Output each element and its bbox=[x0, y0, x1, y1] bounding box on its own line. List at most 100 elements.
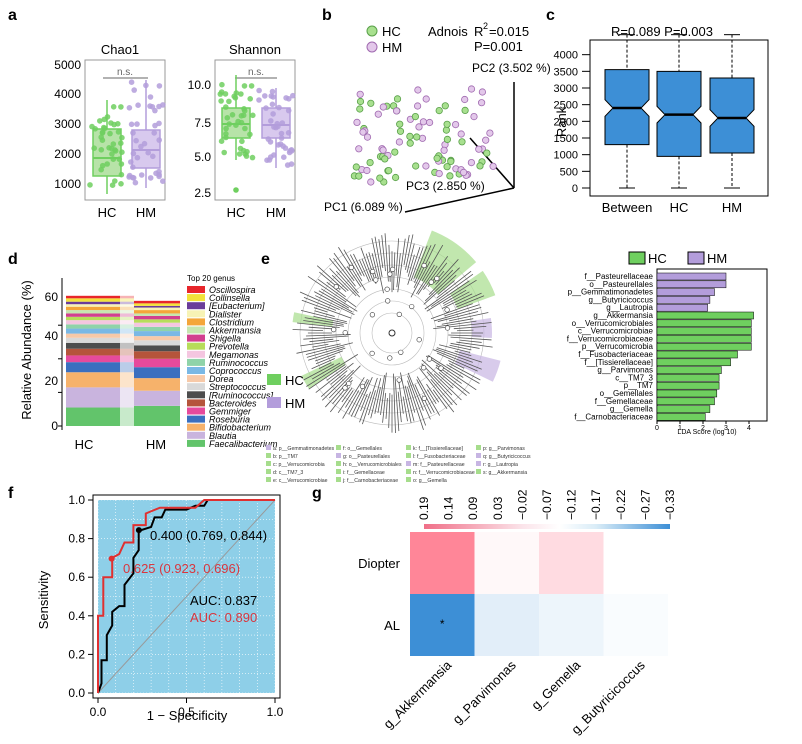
sample-point bbox=[149, 104, 156, 110]
pcoa-point bbox=[422, 162, 430, 170]
lda-legend-hc-swatch bbox=[628, 251, 646, 265]
sample-point bbox=[276, 104, 282, 111]
pcoa-point bbox=[451, 121, 460, 129]
clado-branch bbox=[433, 373, 462, 401]
sample-point bbox=[134, 121, 140, 127]
rank-ytick-label: 3000 bbox=[554, 83, 578, 95]
pcoa-point bbox=[413, 102, 422, 110]
sample-point bbox=[229, 112, 236, 118]
clado-branch bbox=[303, 320, 345, 327]
clado-node bbox=[444, 325, 451, 331]
clado-branch bbox=[448, 360, 465, 369]
sample-point bbox=[285, 130, 292, 136]
abundance-segment bbox=[120, 337, 134, 343]
genus-label: Gemmiger bbox=[209, 407, 252, 417]
abundance-segment bbox=[134, 405, 180, 426]
sample-point bbox=[223, 104, 229, 110]
abundance-segment bbox=[134, 351, 180, 359]
clado-branch bbox=[368, 252, 378, 281]
sample-point bbox=[233, 90, 240, 96]
abundance-ytick: 0 bbox=[51, 419, 58, 433]
chao1-ns: n.s. bbox=[117, 67, 133, 78]
clado-node bbox=[421, 365, 427, 371]
chao1-boxplots bbox=[87, 79, 166, 194]
clado-branch bbox=[425, 355, 477, 391]
clado-branch bbox=[441, 318, 474, 325]
cladogram-legend-hc: HC bbox=[285, 373, 304, 388]
clado-node bbox=[421, 395, 427, 402]
clado-branch bbox=[424, 267, 460, 302]
lda-bar bbox=[656, 405, 711, 413]
panel-label-d: d bbox=[8, 251, 18, 268]
genus-swatch bbox=[187, 391, 205, 399]
sample-point bbox=[263, 105, 269, 111]
clado-branch bbox=[407, 246, 421, 285]
chao1-ytick: 4000 bbox=[54, 87, 81, 101]
clado-branch bbox=[362, 377, 378, 425]
abundance-segment bbox=[66, 306, 120, 311]
shannon-xlabel-hc: HC bbox=[227, 205, 246, 220]
clado-branch bbox=[426, 371, 458, 406]
clado-branch bbox=[439, 344, 471, 353]
clado-branch bbox=[312, 362, 341, 380]
clado-node bbox=[333, 284, 339, 290]
clado-branch bbox=[337, 390, 354, 414]
sample-point bbox=[156, 103, 162, 110]
genus-swatch bbox=[187, 302, 205, 310]
clado-branch bbox=[413, 245, 428, 280]
clado-key-item: n: f__Verrucomicrobiaceae bbox=[413, 470, 475, 476]
lda-bar bbox=[656, 280, 727, 289]
sample-point bbox=[268, 118, 274, 124]
abundance-segment bbox=[134, 367, 180, 379]
sample-point bbox=[112, 148, 119, 154]
clado-branch bbox=[361, 258, 372, 281]
clado-node bbox=[342, 330, 348, 336]
clado-key-item: a: p__Gemmatimonadetes bbox=[273, 446, 335, 452]
abundance-ytick: 20 bbox=[45, 374, 59, 388]
clado-branch bbox=[318, 290, 350, 309]
clado-branch bbox=[306, 346, 345, 358]
clado-branch bbox=[382, 392, 387, 423]
abundance-segment bbox=[66, 342, 120, 349]
pcoa-point bbox=[440, 146, 448, 154]
rank-ytick-label: 2000 bbox=[554, 116, 578, 128]
clado-node bbox=[396, 377, 402, 383]
clado-branch bbox=[395, 238, 400, 276]
sample-point bbox=[118, 171, 125, 178]
clado-key-swatch bbox=[336, 461, 341, 466]
sample-point bbox=[133, 137, 139, 144]
chao1-xlabel-hc: HC bbox=[98, 205, 117, 220]
abundance-segment bbox=[120, 313, 134, 317]
pcoa-legend-hm: HM bbox=[382, 40, 402, 55]
pcoa-r2-superscript: 2 bbox=[483, 21, 488, 31]
clado-branch bbox=[405, 234, 414, 270]
pcoa-point bbox=[392, 107, 401, 115]
clado-branch bbox=[374, 236, 383, 278]
lda-bar bbox=[656, 296, 711, 304]
clado-branch bbox=[416, 264, 435, 295]
lda-bar-label: p__TM7 bbox=[624, 381, 654, 390]
clado-branch bbox=[448, 312, 489, 322]
rank-ytick-label: 3500 bbox=[554, 66, 578, 78]
sample-point bbox=[98, 147, 105, 153]
abundance-segment bbox=[66, 333, 120, 338]
clado-branch bbox=[403, 234, 410, 266]
abundance-segment bbox=[66, 310, 120, 314]
clado-branch bbox=[404, 385, 415, 422]
lda-bar bbox=[656, 303, 708, 312]
pcoa-point bbox=[356, 97, 365, 106]
clado-node bbox=[421, 262, 427, 269]
sample-point bbox=[268, 93, 275, 99]
sample-point bbox=[277, 141, 284, 147]
clado-branch bbox=[437, 311, 479, 322]
clado-branch bbox=[371, 238, 384, 294]
pcoa-legend-hc: HC bbox=[382, 24, 401, 39]
clado-branch bbox=[314, 310, 335, 317]
heatmap-column-label: g_Gemella bbox=[528, 657, 584, 713]
clado-key-item: e: c__Verrucomicrobiae bbox=[273, 478, 328, 484]
shannon-ns: n.s. bbox=[248, 67, 264, 78]
abundance-segment bbox=[120, 328, 134, 334]
clado-key-item: b: p__TM7 bbox=[273, 454, 298, 460]
pcoa-scatter bbox=[350, 85, 497, 186]
clado-branch bbox=[303, 297, 337, 311]
